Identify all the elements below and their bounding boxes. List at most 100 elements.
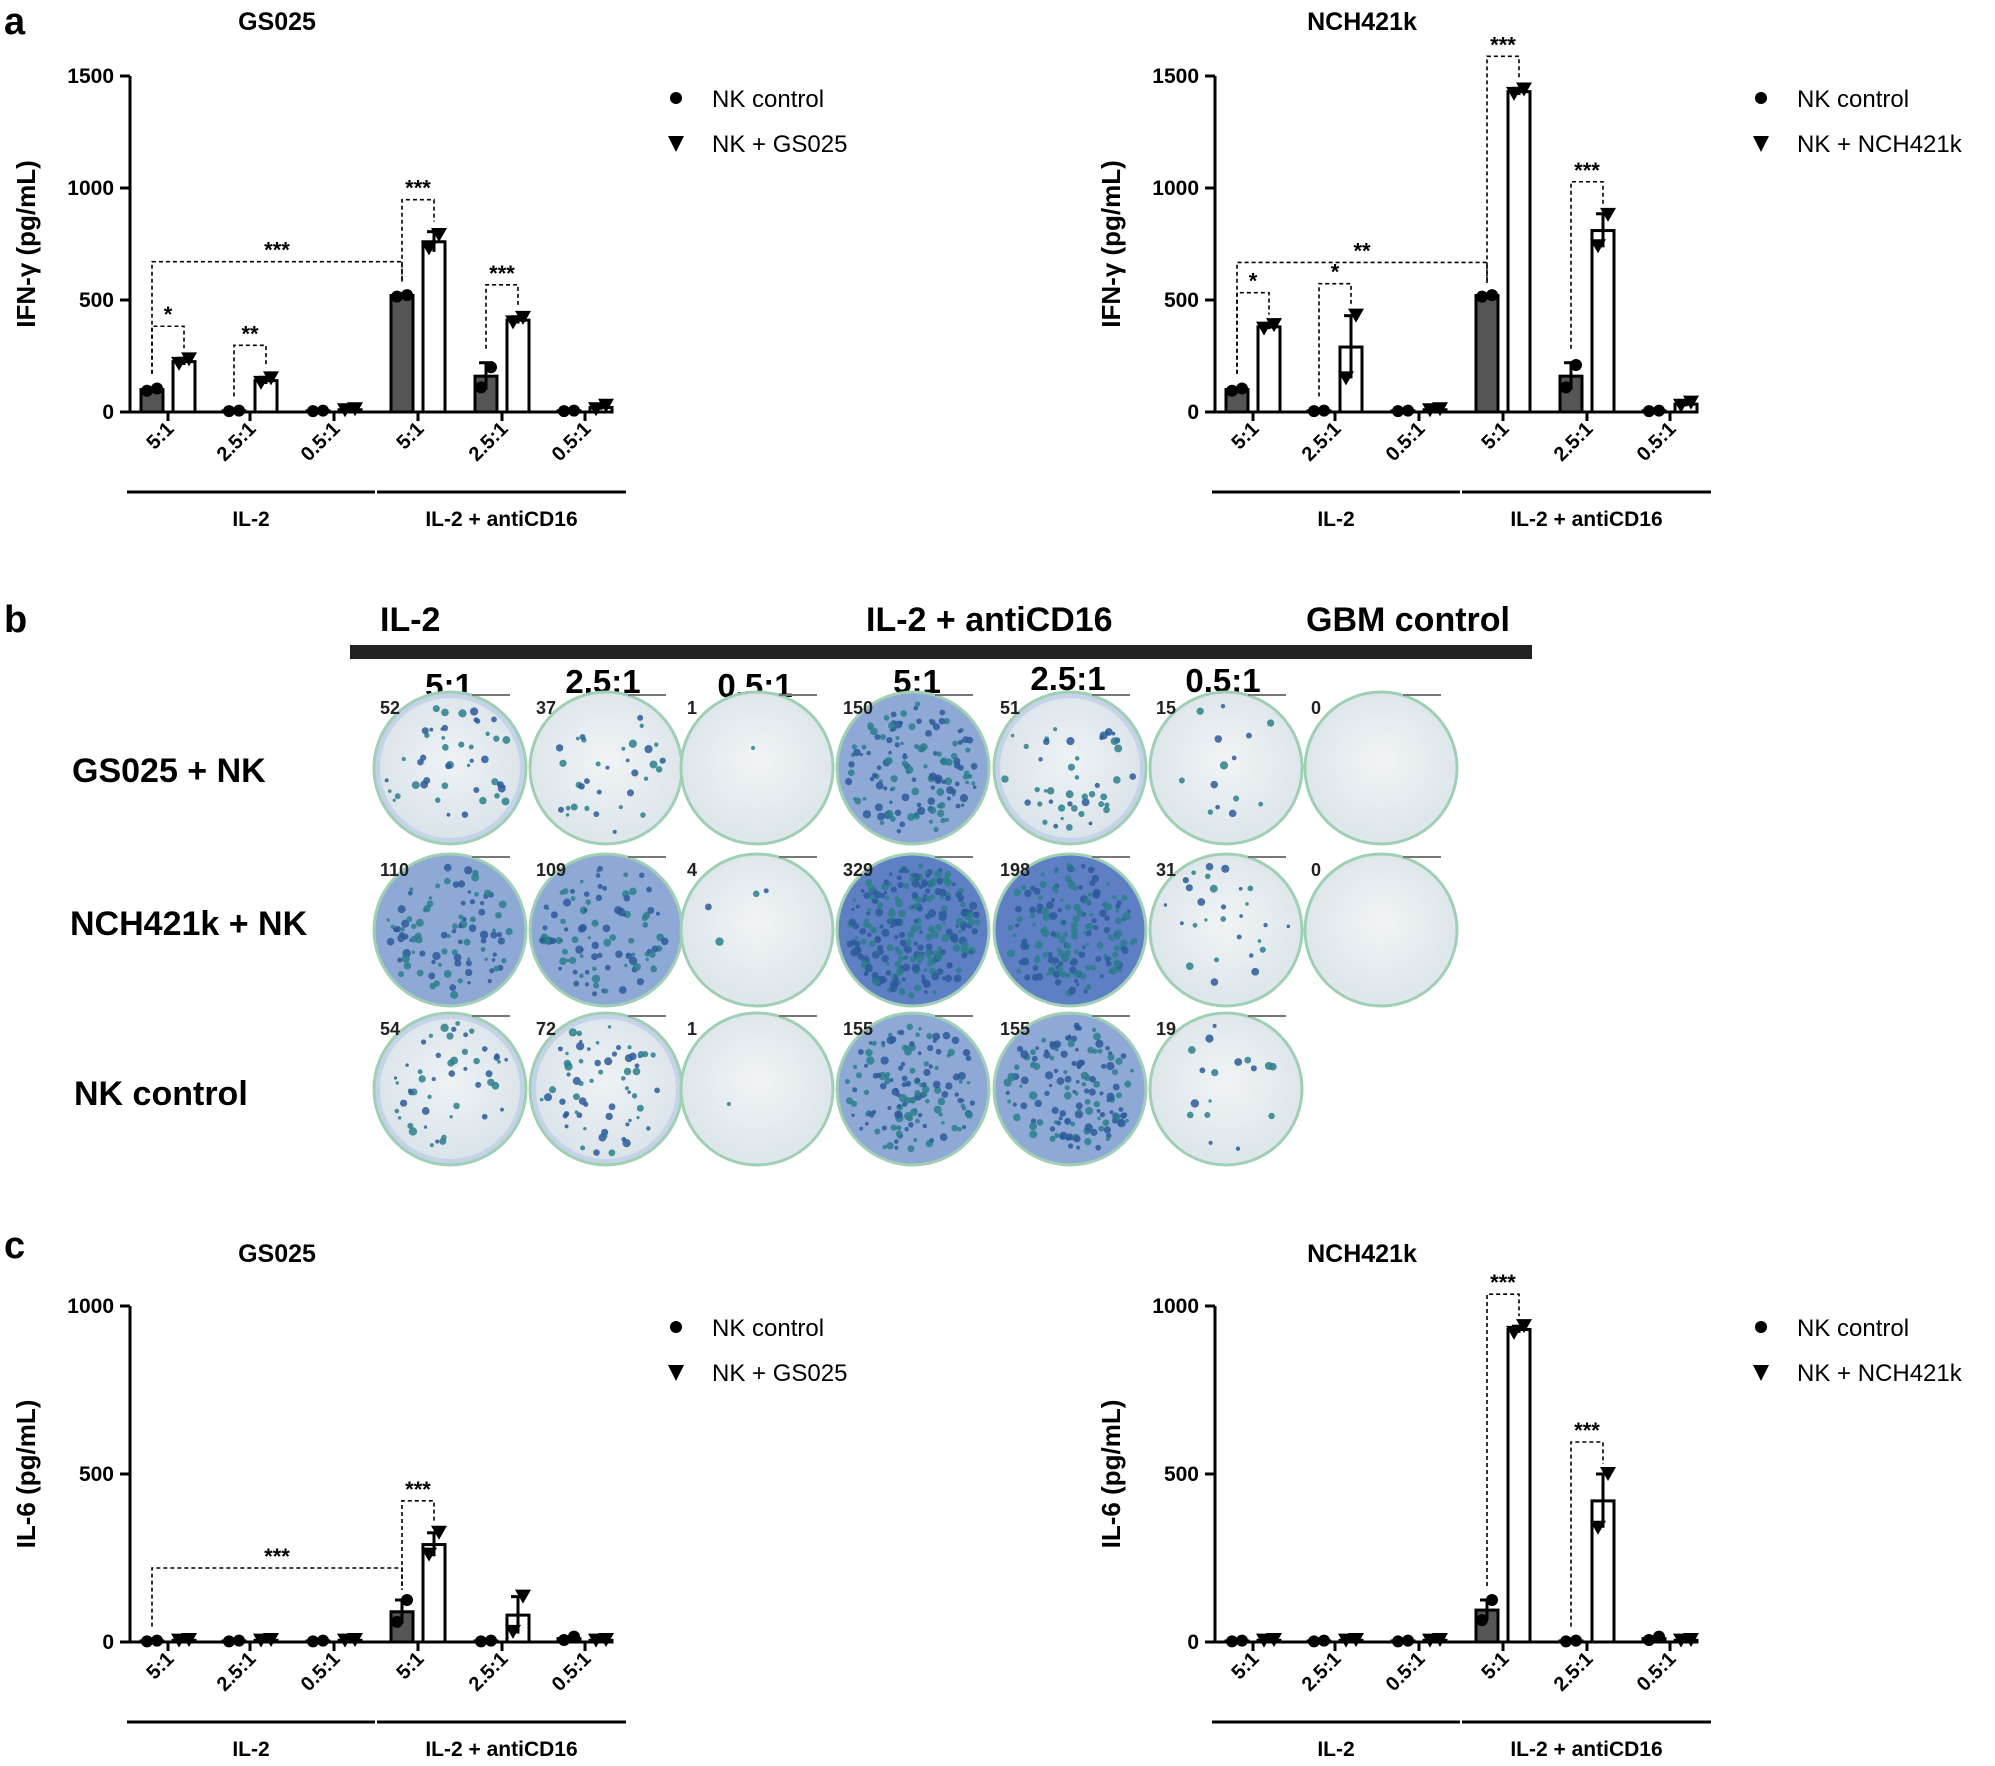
well-shading — [687, 698, 827, 838]
well-spot — [480, 946, 486, 952]
well-spot — [1017, 1045, 1024, 1053]
well-spot — [904, 1112, 913, 1121]
well-spot — [492, 952, 497, 957]
data-point-triangle — [1516, 82, 1532, 97]
well-spot — [445, 762, 452, 770]
well-spot — [615, 950, 623, 958]
well-spot — [494, 1053, 500, 1059]
well-spot — [441, 948, 448, 955]
well-spot — [1020, 1050, 1029, 1059]
well-spot — [458, 709, 467, 718]
well-spot — [1042, 819, 1048, 825]
x-tick-label: 2.5:1 — [213, 1648, 261, 1696]
well-spot-count: 329 — [843, 860, 873, 880]
well-spot — [1081, 798, 1090, 807]
data-point-triangle — [1348, 308, 1364, 323]
well-spot — [1037, 801, 1043, 807]
bar-nk-treated — [1256, 325, 1282, 414]
well-spot — [1113, 959, 1122, 968]
y-tick-label: 0 — [102, 401, 114, 424]
well-spot — [922, 1123, 928, 1129]
well-spot-count: 109 — [536, 860, 566, 880]
well-spot — [869, 727, 878, 736]
well-spot — [936, 751, 942, 757]
significance-stars: ** — [1353, 238, 1371, 263]
data-point-triangle — [1338, 1633, 1354, 1648]
well-spot — [895, 1130, 903, 1138]
well-spot — [895, 1125, 902, 1131]
well-spot — [851, 1113, 855, 1118]
well-spot — [918, 1027, 922, 1031]
well-spot — [386, 937, 395, 946]
well-spot — [624, 1054, 633, 1063]
well-spot — [913, 918, 918, 924]
well-spot-count: 72 — [536, 1019, 556, 1039]
data-point-triangle — [263, 1632, 279, 1647]
well-spot — [572, 969, 578, 975]
x-tick-label: 5:1 — [1228, 418, 1264, 454]
well-spot — [899, 931, 906, 939]
well-spot — [1059, 1110, 1067, 1117]
data-point-circle — [558, 1633, 570, 1646]
well-spot — [1190, 1099, 1200, 1108]
well-spot — [1115, 1092, 1123, 1099]
well-spot — [483, 889, 492, 898]
data-point-circle — [1392, 1635, 1404, 1648]
data-point-triangle — [1348, 1632, 1364, 1647]
data-point-triangle — [1266, 318, 1282, 333]
well-spot — [634, 1063, 640, 1069]
well-spot — [460, 900, 466, 906]
well-spot — [875, 781, 884, 790]
well-spot — [1099, 1091, 1104, 1096]
significance-stars: *** — [264, 238, 290, 263]
well-spot — [876, 812, 885, 821]
well-spot — [936, 803, 942, 809]
significance-stars: * — [1249, 269, 1258, 294]
well-spot — [853, 940, 861, 948]
well-spot — [1053, 1068, 1059, 1074]
well-spot — [886, 944, 894, 951]
well-spot — [622, 1138, 631, 1148]
legend-label-control: NK control — [1797, 86, 1909, 113]
well-spot — [1037, 894, 1043, 901]
data-point-triangle — [1266, 1632, 1282, 1647]
well-spot — [1050, 931, 1057, 937]
y-axis-label: IL-6 (pg/mL) — [11, 1400, 41, 1549]
well-spot — [917, 806, 926, 815]
well-spot — [565, 813, 570, 817]
well-spot — [455, 1021, 461, 1026]
well-spot — [863, 1089, 870, 1096]
well-spot — [597, 952, 603, 959]
well-group-header: IL-2 + antiCD16 — [866, 601, 1113, 639]
well-spot — [419, 754, 427, 761]
well-spot — [1072, 1089, 1076, 1094]
well-spot — [452, 923, 458, 930]
well-spot — [457, 978, 463, 984]
well-spot — [1115, 908, 1120, 914]
well-spot — [1095, 1039, 1104, 1048]
well-spot — [1065, 823, 1073, 831]
well-spot — [924, 888, 931, 894]
well-spot — [1205, 873, 1211, 880]
x-tick-label: 5:1 — [143, 1648, 179, 1684]
legend-marker-circle — [670, 92, 682, 104]
data-point-triangle — [588, 402, 604, 417]
well-spot — [704, 903, 712, 911]
well-spot — [932, 1032, 941, 1041]
well-spot — [955, 803, 961, 809]
data-point-triangle — [598, 1632, 614, 1647]
well-spot — [565, 805, 571, 811]
well-spot — [623, 1067, 632, 1076]
well-spot — [917, 1112, 923, 1118]
well-spot — [884, 757, 893, 765]
well-spot-count: 4 — [687, 860, 697, 880]
legend: NK control NK + NCH421k — [1753, 1315, 1963, 1387]
well-spot — [907, 813, 915, 821]
data-point-circle — [485, 1634, 497, 1647]
well-spot — [415, 936, 423, 944]
well-spot — [659, 757, 666, 764]
well-spot — [886, 1036, 895, 1045]
well-spot — [397, 934, 405, 943]
well-spot — [863, 1063, 869, 1068]
well-spot — [909, 876, 915, 882]
